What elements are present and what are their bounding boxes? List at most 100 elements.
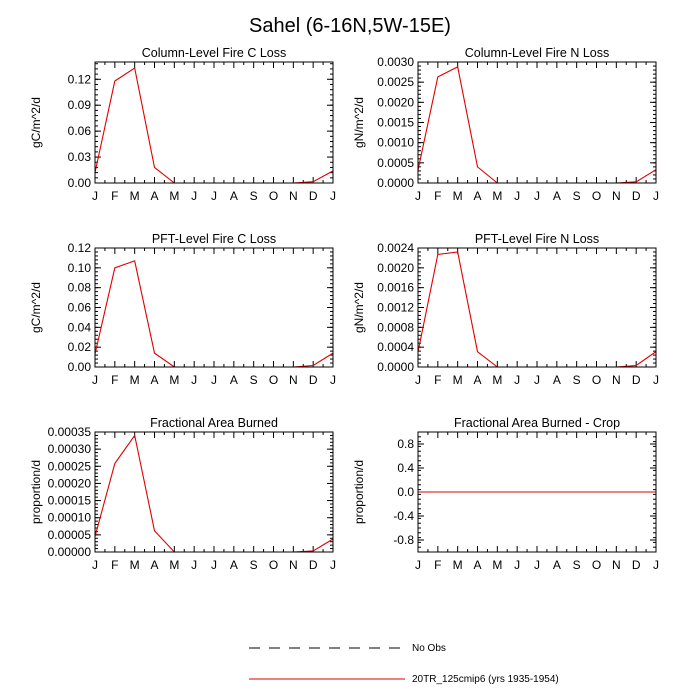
x-tick-label: M [130, 373, 140, 387]
x-tick-label: D [632, 189, 641, 203]
y-tick-label: 0.0005 [377, 156, 414, 170]
x-tick-label: J [534, 189, 540, 203]
series-line [417, 251, 657, 368]
x-tick-label: D [632, 373, 641, 387]
x-tick-label: M [453, 189, 463, 203]
y-tick-label: 0.0015 [377, 116, 414, 130]
panel-title: PFT-Level Fire C Loss [152, 232, 276, 246]
x-tick-label: A [553, 558, 561, 572]
x-tick-label: M [453, 558, 463, 572]
x-tick-label: M [130, 558, 140, 572]
x-tick-label: J [415, 558, 421, 572]
x-tick-label: A [230, 189, 238, 203]
x-tick-label: F [111, 558, 118, 572]
x-tick-label: F [434, 373, 441, 387]
x-tick-label: J [191, 373, 197, 387]
figure-title: Sahel (6-16N,5W-15E) [249, 15, 451, 37]
x-tick-label: A [553, 373, 561, 387]
x-tick-label: N [612, 373, 621, 387]
plot-frame [417, 431, 657, 553]
x-tick-label: O [592, 189, 601, 203]
y-tick-label: 0.09 [68, 98, 92, 112]
y-tick-label: 0.03 [68, 150, 92, 164]
x-tick-label: J [653, 373, 659, 387]
plot-frame [94, 247, 334, 368]
x-tick-label: J [653, 558, 659, 572]
x-tick-label: O [592, 373, 601, 387]
y-tick-label: 0.00010 [48, 511, 92, 525]
plot-frame [417, 247, 657, 368]
series-line [417, 66, 657, 184]
x-tick-label: J [415, 373, 421, 387]
x-tick-label: J [191, 558, 197, 572]
plot-frame [94, 431, 334, 553]
x-tick-label: N [612, 189, 621, 203]
y-tick-label: 0.00 [68, 176, 92, 190]
x-tick-label: J [415, 189, 421, 203]
y-tick-label: 0.06 [68, 124, 92, 138]
x-tick-label: O [269, 189, 278, 203]
x-tick-label: M [492, 189, 502, 203]
x-tick-label: A [473, 558, 481, 572]
y-tick-label: 0.0030 [377, 55, 414, 69]
y-tick-label: 0.00015 [48, 494, 92, 508]
y-tick-label: 0.00025 [48, 459, 92, 473]
y-tick-label: 0.00 [68, 360, 92, 374]
panel-title: Fractional Area Burned - Crop [454, 416, 620, 430]
x-tick-label: A [473, 189, 481, 203]
x-tick-label: A [473, 373, 481, 387]
x-tick-label: N [289, 558, 298, 572]
legend-no-obs-label: No Obs [412, 643, 446, 654]
y-tick-label: 0.0010 [377, 136, 414, 150]
y-axis-label: proportion/d [352, 460, 366, 524]
x-tick-label: M [492, 558, 502, 572]
x-tick-label: J [211, 189, 217, 203]
legend-model-label: 20TR_125cmip6 (yrs 1935-1954) [412, 674, 559, 685]
y-tick-label: 0.0020 [377, 95, 414, 109]
series-line [94, 260, 334, 368]
y-tick-label: 0.12 [68, 72, 92, 86]
x-tick-label: N [289, 373, 298, 387]
x-tick-label: S [573, 558, 581, 572]
y-tick-label: 0.00030 [48, 442, 92, 456]
y-axis-label: gC/m^2/d [29, 97, 43, 148]
y-tick-label: 0.00005 [48, 528, 92, 542]
y-tick-label: -0.4 [393, 509, 414, 523]
x-tick-label: N [612, 558, 621, 572]
x-tick-label: J [534, 558, 540, 572]
x-tick-label: M [130, 189, 140, 203]
x-tick-label: A [230, 558, 238, 572]
x-tick-label: J [330, 558, 336, 572]
x-tick-label: A [230, 373, 238, 387]
x-tick-label: J [92, 558, 98, 572]
x-tick-label: J [191, 189, 197, 203]
y-tick-label: 0.0 [397, 485, 414, 499]
x-tick-label: O [269, 373, 278, 387]
y-tick-label: 0.0000 [377, 176, 414, 190]
x-tick-label: D [632, 558, 641, 572]
x-tick-label: J [653, 189, 659, 203]
x-tick-label: J [330, 373, 336, 387]
y-tick-label: 0.04 [68, 320, 92, 334]
y-axis-label: proportion/d [29, 460, 43, 524]
panel-title: Column-Level Fire N Loss [465, 46, 610, 60]
x-tick-label: J [211, 373, 217, 387]
x-tick-label: S [573, 373, 581, 387]
panel-title: Fractional Area Burned [150, 416, 278, 430]
x-tick-label: A [150, 373, 158, 387]
x-tick-label: M [169, 558, 179, 572]
y-tick-label: 0.12 [68, 241, 92, 255]
legend: No Obs 20TR_125cmip6 (yrs 1935-1954) [249, 643, 559, 685]
x-tick-label: M [169, 189, 179, 203]
y-tick-label: 0.00035 [48, 425, 92, 439]
x-tick-label: O [592, 558, 601, 572]
y-tick-label: 0.06 [68, 301, 92, 315]
y-tick-label: 0.0012 [377, 301, 414, 315]
x-tick-label: N [289, 189, 298, 203]
